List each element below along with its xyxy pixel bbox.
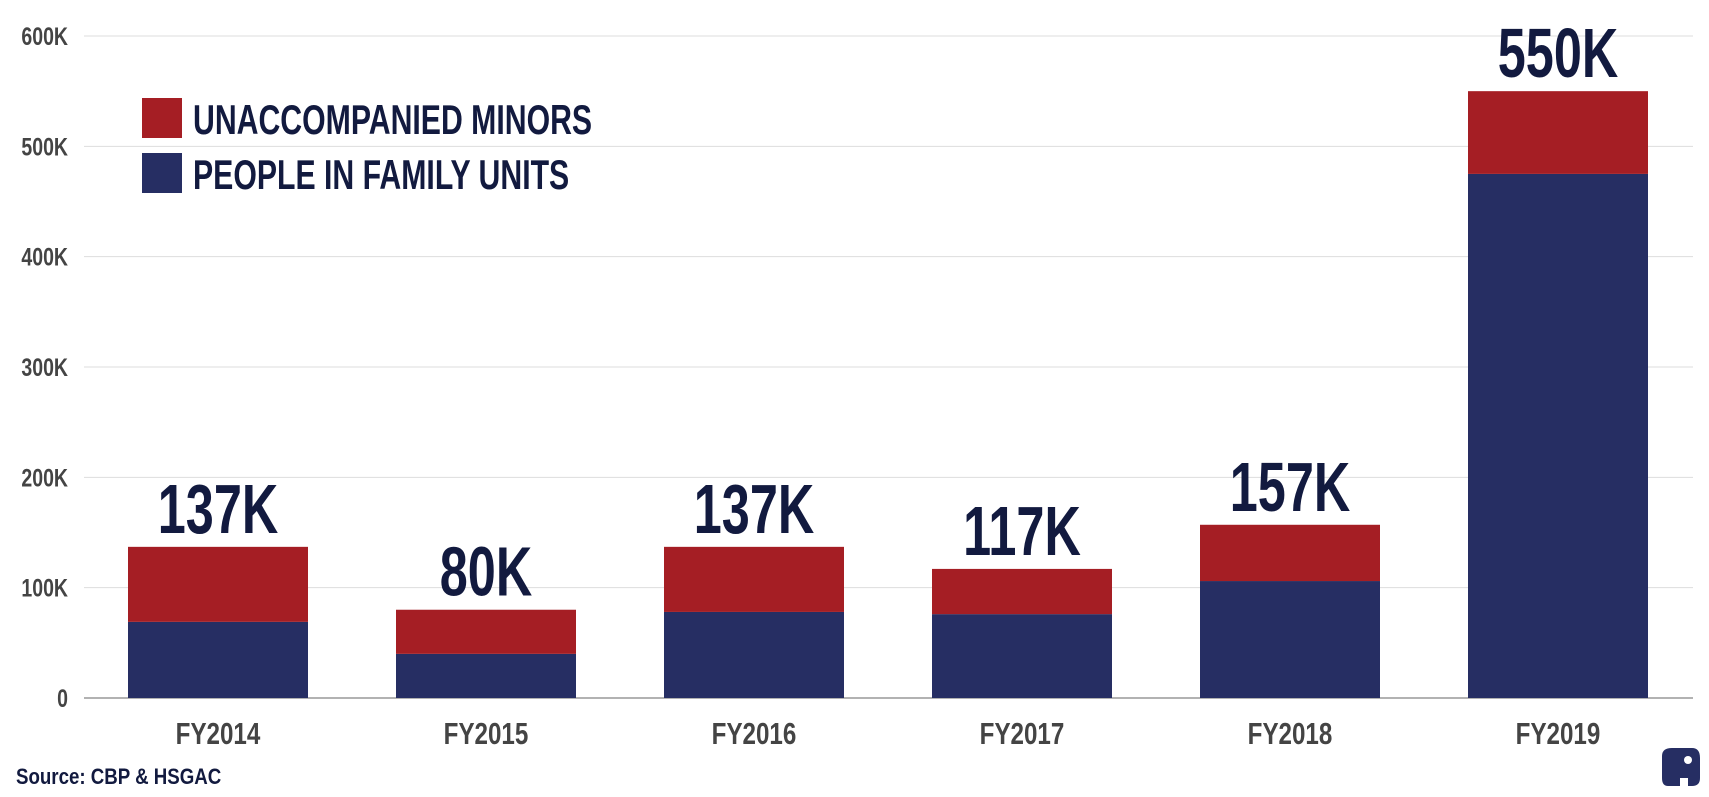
y-tick-label: 0: [57, 685, 68, 713]
legend-label: UNACCOMPANIED MINORS: [193, 96, 592, 143]
bar-segment: [128, 546, 308, 622]
legend-label: PEOPLE IN FAMILY UNITS: [193, 151, 569, 198]
category-label: FY2019: [1516, 716, 1601, 751]
logo: [1662, 748, 1700, 786]
category-label: FY2017: [980, 716, 1065, 751]
legend-swatch: [142, 98, 182, 138]
bar-segment: [1200, 581, 1380, 698]
bar-segment: [396, 609, 576, 654]
bar-segment: [932, 614, 1112, 698]
total-label: 117K: [963, 492, 1081, 570]
y-tick-label: 200K: [21, 464, 68, 492]
category-label: FY2015: [444, 716, 529, 751]
bar-segment: [1468, 91, 1648, 174]
category-label: FY2014: [176, 716, 261, 751]
bar-segment: [396, 653, 576, 698]
bar-segment: [664, 611, 844, 698]
y-tick-label: 100K: [21, 574, 68, 602]
source: Source: CBP & HSGAC: [16, 766, 222, 790]
total-label: 80K: [440, 533, 532, 611]
y-tick-label: 500K: [21, 133, 68, 161]
bar-segment: [1200, 524, 1380, 582]
total-label: 550K: [1498, 14, 1618, 92]
category-label: FY2016: [712, 716, 797, 751]
bar-segment: [932, 568, 1112, 615]
legend-swatch: [142, 153, 182, 193]
y-tick-label: 400K: [21, 243, 68, 271]
y-tick-label: 300K: [21, 354, 68, 382]
category-label: FY2018: [1248, 716, 1333, 751]
total-label: 137K: [694, 470, 814, 548]
bar-segment: [1468, 173, 1648, 698]
total-label: 137K: [158, 470, 278, 548]
total-label: 157K: [1230, 448, 1350, 526]
y-tick-label: 600K: [21, 23, 68, 51]
bar-segment: [664, 546, 844, 612]
bar-segment: [128, 621, 308, 698]
